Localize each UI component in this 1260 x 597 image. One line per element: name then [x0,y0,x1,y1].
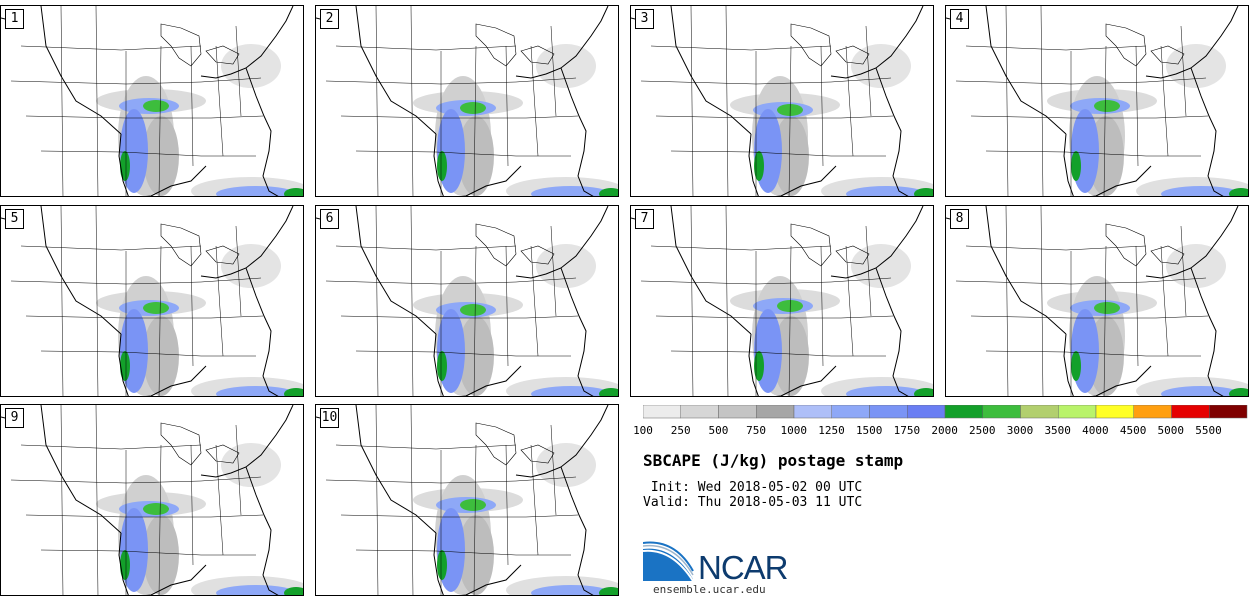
ensemble-member-panel: 3 [630,5,934,197]
colorbar-swatch [643,405,681,419]
colorbar-swatch [1020,405,1059,419]
colorbar-tick-label: 750 [746,424,767,437]
colorbar-tick-label: 250 [670,424,691,437]
sbcape-map [946,206,1248,396]
colorbar-tick-label: 4000 [1082,424,1109,437]
sbcape-map [316,206,618,396]
ensemble-member-panel: 8 [945,205,1249,397]
member-number-label: 8 [950,209,969,229]
colorbar-tick-label: 2000 [931,424,958,437]
colorbar-tick-label: 1250 [818,424,845,437]
colorbar-swatch [1058,405,1097,419]
ensemble-member-panel: 2 [315,5,619,197]
sbcape-map [316,6,618,196]
member-number-label: 2 [320,9,339,29]
map-title: SBCAPE (J/kg) postage stamp [643,451,904,470]
sbcape-map [631,206,933,396]
sbcape-colorbar [643,405,1248,419]
ncar-logo-text: NCAR [698,549,789,586]
colorbar-swatch [793,405,832,419]
ncar-logo-icon [643,541,694,581]
colorbar-tick-label: 3500 [1044,424,1071,437]
member-number-label: 5 [5,209,24,229]
colorbar-tick-label: 5000 [1157,424,1185,437]
colorbar-swatch [1171,405,1210,419]
ensemble-member-panel: 9 [0,404,304,596]
colorbar-swatch [756,405,795,419]
member-number-label: 6 [320,209,339,229]
valid-time: Valid: Thu 2018-05-03 11 UTC [643,495,863,510]
colorbar-tick-label: 1500 [855,424,883,437]
member-number-label: 9 [5,408,24,428]
colorbar-tick-label: 2500 [969,424,996,437]
colorbar-tick-label: 3000 [1006,424,1034,437]
sbcape-map [1,405,303,595]
colorbar-swatch [680,405,719,419]
sbcape-map [1,6,303,196]
colorbar-swatch [1095,405,1134,419]
ensemble-member-panel: 5 [0,205,304,397]
ensemble-member-panel: 10 [315,404,619,596]
colorbar-swatch [1133,405,1172,419]
member-number-label: 4 [950,9,969,29]
colorbar-swatch [1209,405,1248,419]
member-number-label: 3 [635,9,654,29]
colorbar-swatch [869,405,908,419]
colorbar-tick-label: 1750 [893,424,921,437]
colorbar-swatch [944,405,983,419]
ensemble-member-panel: 4 [945,5,1249,197]
ensemble-member-panel: 6 [315,205,619,397]
colorbar-swatch [718,405,757,419]
colorbar-tick-label: 100 [633,424,653,437]
colorbar-swatch [907,405,946,419]
colorbar-tick-label: 5500 [1195,424,1222,437]
init-time: Init: Wed 2018-05-02 00 UTC [643,480,863,495]
ensemble-member-panel: 7 [630,205,934,397]
sbcape-map [1,206,303,396]
sbcape-map [946,6,1248,196]
colorbar-tick-label: 4500 [1119,424,1147,437]
colorbar-tick-label: 1000 [780,424,808,437]
sbcape-map [631,6,933,196]
ensemble-member-panel: 1 [0,5,304,197]
member-number-label: 1 [5,9,24,29]
colorbar-swatch [982,405,1021,419]
sbcape-map [316,405,618,595]
colorbar-tick-label: 500 [708,424,729,437]
ensemble-url: ensemble.ucar.edu [653,583,766,596]
member-number-label: 7 [635,209,654,229]
member-number-label: 10 [320,408,339,428]
colorbar-swatch [831,405,870,419]
